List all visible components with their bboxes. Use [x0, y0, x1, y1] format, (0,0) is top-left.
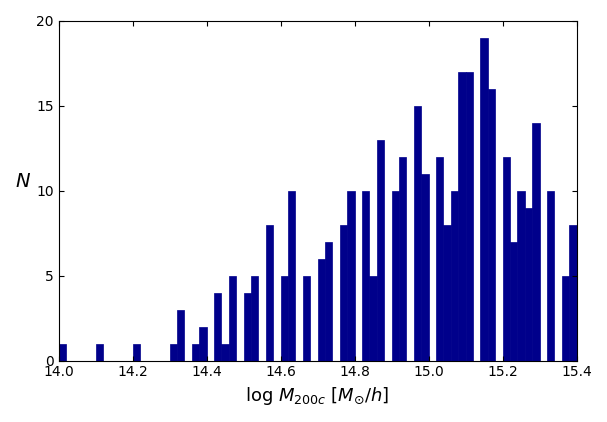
- Bar: [458, 71, 466, 360]
- Bar: [243, 292, 251, 360]
- Bar: [480, 38, 488, 360]
- Bar: [488, 89, 495, 360]
- Bar: [280, 276, 288, 360]
- Bar: [436, 157, 444, 360]
- Bar: [584, 259, 591, 360]
- Bar: [199, 327, 206, 360]
- Y-axis label: N: N: [15, 171, 30, 191]
- Bar: [325, 241, 333, 360]
- Bar: [214, 292, 222, 360]
- Bar: [503, 157, 510, 360]
- Bar: [451, 191, 458, 360]
- Bar: [421, 173, 429, 360]
- Bar: [525, 208, 532, 360]
- Bar: [288, 191, 296, 360]
- Bar: [517, 191, 525, 360]
- Bar: [251, 276, 259, 360]
- Bar: [266, 225, 273, 360]
- Bar: [569, 225, 577, 360]
- Bar: [340, 225, 347, 360]
- Bar: [377, 140, 384, 360]
- Bar: [466, 71, 473, 360]
- Bar: [229, 276, 236, 360]
- Bar: [444, 225, 451, 360]
- Bar: [577, 208, 584, 360]
- Bar: [392, 191, 399, 360]
- Bar: [510, 241, 517, 360]
- Bar: [532, 122, 540, 360]
- Bar: [370, 276, 377, 360]
- X-axis label: log $M_{200c}$ $[M_{\odot}/h]$: log $M_{200c}$ $[M_{\odot}/h]$: [245, 385, 390, 407]
- Bar: [562, 276, 569, 360]
- Bar: [96, 344, 103, 360]
- Bar: [399, 157, 407, 360]
- Bar: [606, 292, 607, 360]
- Bar: [133, 344, 140, 360]
- Bar: [59, 344, 66, 360]
- Bar: [362, 191, 370, 360]
- Bar: [170, 344, 177, 360]
- Bar: [177, 310, 185, 360]
- Bar: [222, 344, 229, 360]
- Bar: [303, 276, 310, 360]
- Bar: [317, 259, 325, 360]
- Bar: [192, 344, 199, 360]
- Bar: [547, 191, 554, 360]
- Bar: [347, 191, 354, 360]
- Bar: [414, 106, 421, 360]
- Bar: [599, 259, 606, 360]
